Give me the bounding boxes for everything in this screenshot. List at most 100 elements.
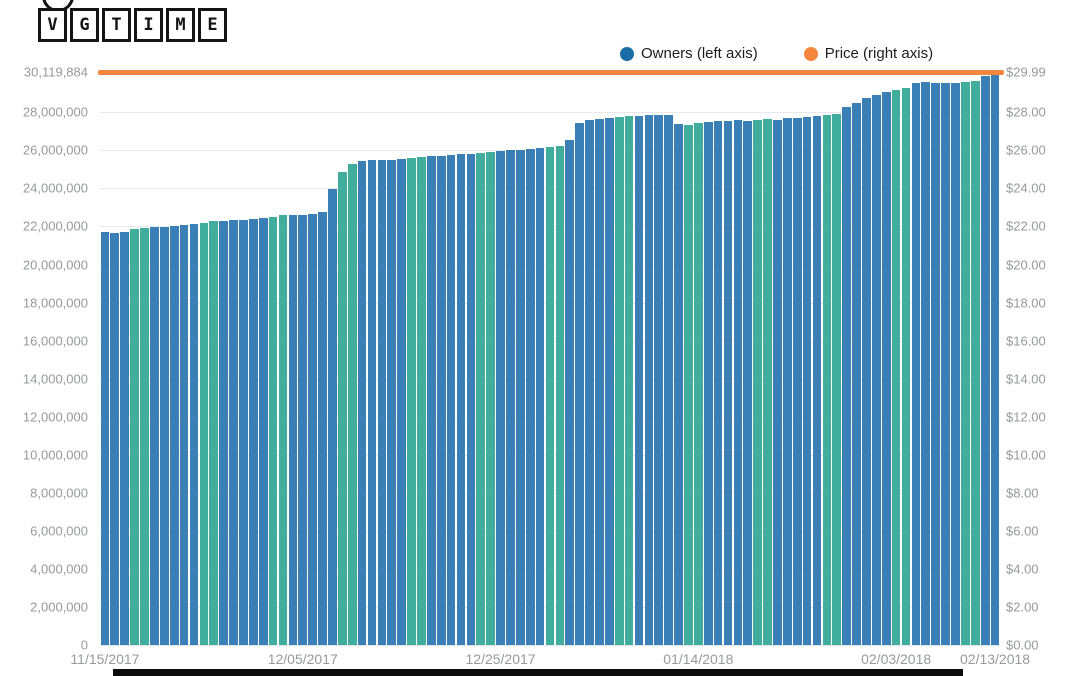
logo-letter: T	[102, 8, 131, 42]
y-axis-tick-label-right: $26.00	[1006, 142, 1046, 158]
legend-label-owners: Owners (left axis)	[641, 45, 758, 62]
gridline	[100, 112, 1000, 114]
owners-bar	[575, 122, 584, 645]
owners-series-dot-icon	[620, 46, 634, 61]
owners-bar	[921, 82, 931, 645]
owners-bar	[486, 151, 495, 645]
owners-bar	[733, 120, 743, 645]
x-axis: 11/15/2017 12/05/2017 12/25/2017 01/14/2018…	[70, 645, 1030, 675]
x-axis-tick-label: 11/15/2017	[70, 651, 140, 667]
x-axis-tick-label: 12/05/2017	[267, 651, 338, 667]
owners-bar	[219, 220, 228, 645]
vgtime-logo: V G T I M E	[38, 8, 227, 42]
owners-bar	[595, 119, 604, 645]
y-axis-max-label-right: $29.99	[1006, 64, 1046, 80]
y-axis-tick-label-left: 22,000,000	[22, 218, 88, 234]
owners-bar	[258, 218, 268, 645]
owners-bar	[525, 149, 535, 645]
owners-bar	[852, 102, 861, 645]
owners-bar	[961, 81, 970, 645]
owners-bar	[644, 115, 654, 645]
owners-bar	[604, 118, 614, 645]
owners-bar	[377, 159, 387, 645]
y-axis-tick-label-right: $4.00	[1006, 561, 1039, 577]
y-axis-tick-label-left: 6,000,000	[30, 523, 88, 539]
owners-bar	[792, 117, 802, 645]
owners-bar	[130, 229, 139, 645]
owners-bar	[407, 158, 416, 645]
owners-bar	[199, 222, 209, 645]
legend-label-price: Price (right axis)	[824, 45, 934, 62]
owners-bar	[713, 121, 723, 645]
y-axis-tick-label-left: 18,000,000	[22, 295, 88, 311]
legend-item-price[interactable]: Price (right axis)	[803, 45, 934, 62]
y-axis-tick-label-right: $6.00	[1006, 523, 1039, 539]
owners-bar	[753, 119, 763, 645]
y-axis-tick-label-right: $18.00	[1006, 295, 1046, 311]
owners-bar	[397, 158, 406, 645]
y-axis-tick-label-left: 12,000,000	[22, 409, 88, 425]
owners-bar	[941, 83, 950, 645]
x-axis-tick-label: 02/03/2018	[861, 651, 932, 667]
owners-bar	[387, 159, 397, 645]
logo-letter: I	[134, 8, 163, 42]
y-axis-tick-label-left: 14,000,000	[22, 371, 88, 387]
owners-bar	[298, 214, 308, 645]
y-axis-tick-label-left: 16,000,000	[22, 333, 88, 349]
owners-bar	[931, 82, 941, 645]
owners-bar	[881, 92, 891, 645]
legend-item-owners[interactable]: Owners (left axis)	[620, 45, 758, 62]
owners-bar	[763, 119, 772, 645]
owners-bar	[812, 116, 822, 645]
y-axis-max-label-left: 30,119,884	[23, 64, 88, 80]
owners-bar	[328, 189, 337, 645]
y-axis-tick-label-left: 10,000,000	[22, 447, 88, 463]
y-axis-tick-label-right: $20.00	[1006, 257, 1046, 273]
y-axis-left: 30,119,884 0 2,000,000 4,000,000 6,000,000 8…	[0, 65, 94, 653]
price-series-dot-icon	[803, 46, 818, 61]
owners-bar	[585, 119, 594, 645]
y-axis-tick-label-left: 26,000,000	[22, 142, 88, 158]
y-axis-right: $29.99 $0.00 $2.00 $4.00 $6.00 $8.00 $10.00 $1…	[1006, 65, 1078, 653]
y-axis-tick-label-right: $8.00	[1006, 485, 1039, 501]
owners-bar	[802, 117, 812, 645]
y-axis-tick-label-left: 8,000,000	[30, 485, 88, 501]
owners-bar	[634, 115, 644, 645]
owners-bar	[684, 124, 693, 645]
owners-bar	[209, 221, 219, 645]
owners-bar	[545, 146, 555, 645]
owners-bar	[723, 120, 733, 645]
owners-bar	[496, 151, 505, 645]
bottom-bar-decoration	[113, 669, 963, 676]
owners-bar	[229, 220, 238, 645]
owners-bar	[179, 224, 189, 645]
y-axis-tick-label-left: 2,000,000	[30, 599, 88, 615]
owners-bar	[120, 231, 130, 645]
owners-bar	[367, 160, 377, 645]
owners-bar	[654, 114, 664, 645]
owners-bar	[872, 95, 881, 645]
owners-bar	[318, 212, 327, 645]
y-axis-tick-label-right: $14.00	[1006, 371, 1046, 387]
owners-bar	[624, 116, 634, 645]
y-axis-tick-label-left: 28,000,000	[22, 104, 88, 120]
chart-legend: Owners (left axis) Price (right axis)	[620, 45, 933, 62]
y-axis-tick-label-left: 4,000,000	[30, 561, 88, 577]
owners-bar	[614, 117, 624, 645]
y-axis-tick-label-right: $10.00	[1006, 447, 1046, 463]
owners-bar	[862, 98, 871, 645]
owners-bar	[308, 213, 317, 645]
owners-bar	[565, 139, 575, 645]
owners-bar	[337, 172, 347, 645]
owners-bar	[664, 115, 674, 645]
owners-bar	[951, 82, 960, 645]
owners-price-chart: 30,119,884 0 2,000,000 4,000,000 6,000,000 8…	[0, 65, 1080, 668]
owners-bar	[278, 215, 288, 645]
owners-bar	[980, 76, 990, 645]
owners-bar	[436, 155, 446, 645]
owners-bar	[456, 154, 466, 645]
y-axis-tick-label-left: 24,000,000	[22, 180, 88, 196]
owners-bar	[555, 145, 565, 645]
x-axis-tick-label: 12/25/2017	[465, 651, 536, 667]
